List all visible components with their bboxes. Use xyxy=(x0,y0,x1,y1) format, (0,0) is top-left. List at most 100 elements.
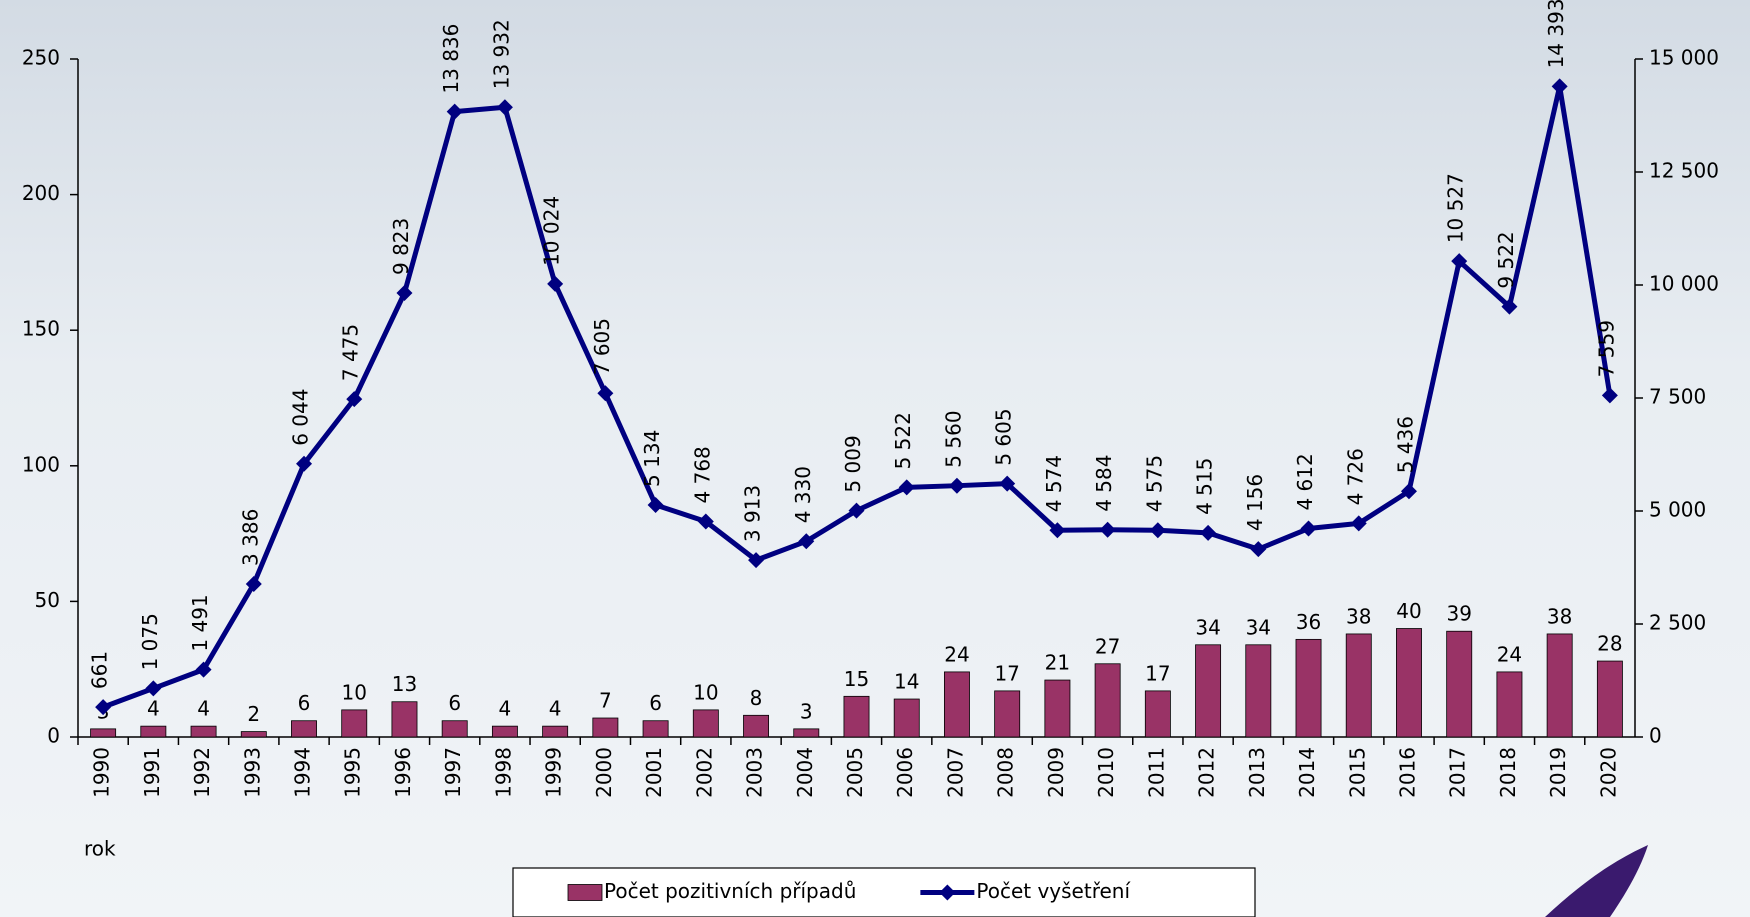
y2-tick-label: 2 500 xyxy=(1649,611,1706,635)
x-tick-label: 2017 xyxy=(1446,747,1470,798)
bar xyxy=(341,709,368,738)
x-tick-label: 2014 xyxy=(1295,747,1319,798)
x-tick-label: 1994 xyxy=(291,747,315,798)
bar xyxy=(1446,630,1473,738)
x-tick-label: 2008 xyxy=(994,747,1018,798)
y-tick-label: 250 xyxy=(22,46,60,70)
bar xyxy=(140,725,167,738)
y-tick-label: 50 xyxy=(35,588,60,612)
x-tick-label: 2002 xyxy=(692,747,716,798)
x-tick-label: 2020 xyxy=(1596,747,1620,798)
x-tick-label: 2006 xyxy=(893,747,917,798)
x-tick-label: 1993 xyxy=(240,747,264,798)
line-marker xyxy=(296,455,313,472)
x-tick-label: 2016 xyxy=(1395,747,1419,798)
x-tick-label: 2019 xyxy=(1546,747,1570,798)
line-value-label: 4 726 xyxy=(1343,448,1367,505)
line-marker xyxy=(848,502,865,519)
y2-tick-label: 7 500 xyxy=(1649,385,1706,409)
bar xyxy=(1546,633,1573,738)
line-marker xyxy=(798,533,815,550)
bar-value-label: 39 xyxy=(1446,602,1471,626)
line-marker xyxy=(346,391,363,408)
bar xyxy=(190,725,217,738)
bar-value-label: 4 xyxy=(147,697,160,721)
legend-marker xyxy=(939,884,956,901)
line-value-label: 4 330 xyxy=(791,466,815,523)
bar xyxy=(90,728,117,738)
line-value-label: 3 913 xyxy=(741,485,765,542)
bar xyxy=(943,671,970,738)
x-tick-label: 1998 xyxy=(491,747,515,798)
legend-swatch xyxy=(567,884,603,901)
bar xyxy=(893,698,920,738)
bar-value-label: 7 xyxy=(599,689,612,713)
bar xyxy=(291,720,317,738)
legend-label: Počet pozitivních případů xyxy=(604,879,856,903)
line-marker xyxy=(1099,521,1116,538)
bar-value-label: 2 xyxy=(247,702,260,726)
x-axis-label: rok xyxy=(84,837,116,861)
x-tick-label: 2012 xyxy=(1195,747,1219,798)
line-value-label: 13 836 xyxy=(439,24,463,94)
line-value-label: 7 475 xyxy=(339,324,363,381)
bar-value-label: 17 xyxy=(994,661,1019,685)
bar-value-label: 40 xyxy=(1396,599,1421,623)
bar xyxy=(692,709,719,738)
bar-value-label: 6 xyxy=(298,691,311,715)
line-value-label: 1 491 xyxy=(188,594,212,651)
x-tick-label: 2015 xyxy=(1345,747,1369,798)
y-tick-label: 100 xyxy=(22,452,60,476)
bar-value-label: 10 xyxy=(693,680,718,704)
line-marker xyxy=(1350,515,1367,532)
x-tick-label: 2001 xyxy=(642,747,666,798)
line-marker xyxy=(999,475,1016,492)
line-marker xyxy=(446,103,463,120)
bar xyxy=(1295,638,1322,738)
x-tick-label: 2013 xyxy=(1245,747,1269,798)
line-marker xyxy=(748,552,765,569)
line-marker xyxy=(547,275,564,292)
line-value-label: 10 527 xyxy=(1444,173,1468,243)
bar-value-label: 8 xyxy=(750,686,763,710)
line-marker xyxy=(1300,520,1317,537)
bar xyxy=(391,701,418,738)
line xyxy=(102,83,1613,710)
line-value-label: 13 932 xyxy=(489,19,513,89)
y2-tick-label: 5 000 xyxy=(1649,498,1706,522)
line-marker xyxy=(1200,524,1217,541)
x-tick-label: 2011 xyxy=(1144,747,1168,798)
x-tick-label: 1999 xyxy=(542,747,566,798)
bar-value-label: 6 xyxy=(448,691,461,715)
x-tick-label: 2007 xyxy=(943,747,967,798)
bar-value-label: 24 xyxy=(944,642,969,666)
line-marker xyxy=(195,661,212,678)
line-value-label: 5 134 xyxy=(640,430,664,487)
bar-value-label: 34 xyxy=(1246,615,1271,639)
bar xyxy=(743,714,770,738)
bar-value-label: 15 xyxy=(844,667,869,691)
bar xyxy=(1144,690,1171,738)
bar xyxy=(642,720,669,738)
x-tick-label: 1996 xyxy=(391,747,415,798)
line-value-label: 5 605 xyxy=(992,408,1016,465)
bar xyxy=(592,717,619,738)
bar-value-label: 10 xyxy=(342,680,367,704)
bar-value-label: 38 xyxy=(1346,604,1371,628)
x-tick-label: 2009 xyxy=(1044,747,1068,798)
line-value-label: 4 515 xyxy=(1193,458,1217,515)
line-marker xyxy=(1149,522,1166,539)
line-marker xyxy=(1551,78,1568,95)
x-tick-label: 2004 xyxy=(793,747,817,798)
bar-value-label: 17 xyxy=(1145,661,1170,685)
legend-box xyxy=(512,867,1256,917)
bar xyxy=(1345,633,1372,738)
line-marker xyxy=(1049,522,1066,539)
bar xyxy=(1094,663,1121,738)
line-marker xyxy=(697,513,714,530)
line-marker xyxy=(396,285,413,302)
y-tick-label: 200 xyxy=(22,181,60,205)
bar xyxy=(793,728,820,738)
line-value-label: 4 574 xyxy=(1042,455,1066,512)
y2-tick-label: 12 500 xyxy=(1649,159,1719,183)
